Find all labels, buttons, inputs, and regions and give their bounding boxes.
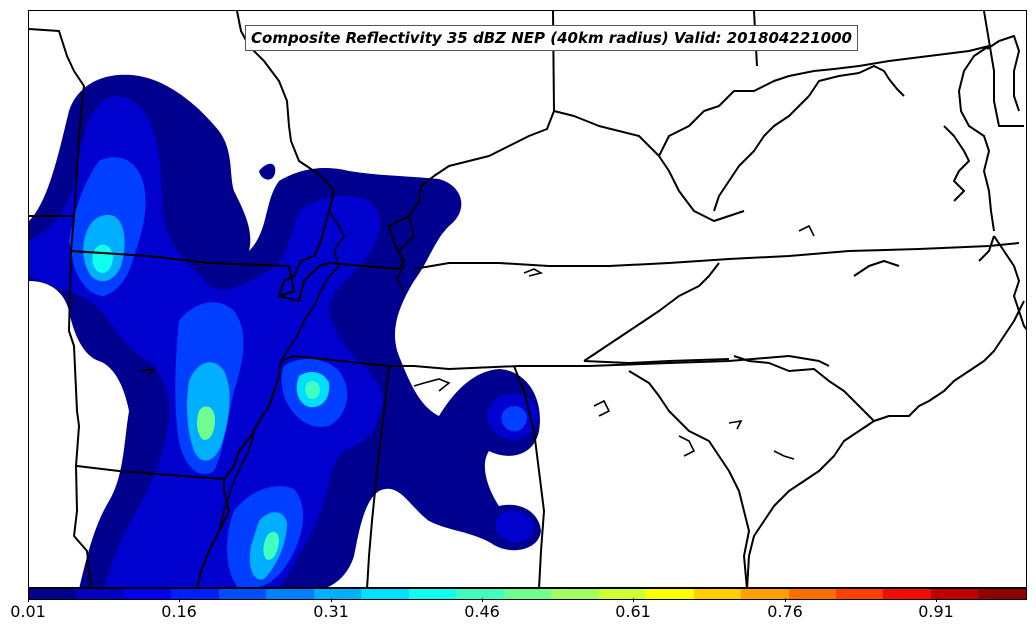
colorbar-segment [218,589,267,599]
map-title: Composite Reflectivity 35 dBZ NEP (40km … [245,25,858,51]
probability-shading [29,74,541,587]
colorbar-segment [741,589,789,599]
colorbar-segment [503,589,552,599]
colorbar-segment [883,589,931,599]
probability-map [29,11,1026,587]
colorbar-tick-label: 0.46 [464,602,500,621]
colorbar-tick-mark [936,598,937,602]
map-panel: Composite Reflectivity 35 dBZ NEP (40km … [28,10,1027,588]
colorbar-ticks: 0.01 0.16 0.31 0.46 0.61 0.76 0.91 [0,598,1036,632]
colorbar-segment [76,589,124,599]
colorbar-tick-mark [633,598,634,602]
colorbar-segment [456,589,504,599]
colorbar-segment [693,589,742,599]
colorbar-tick-label: 0.16 [161,602,197,621]
colorbar-tick-label: 0.76 [767,602,803,621]
colorbar-segment [29,589,77,599]
colorbar-segment [408,589,457,599]
river-lines [138,210,815,532]
colorbar-tick-mark [179,598,180,602]
colorbar [28,588,1027,600]
colorbar-tick-label: 0.31 [313,602,349,621]
colorbar-segment [171,589,219,599]
colorbar-segment [313,589,362,599]
colorbar-segment [551,589,599,599]
colorbar-tick-mark [331,598,332,602]
colorbar-segment [123,589,172,599]
colorbar-segment [930,589,979,599]
colorbar-segment [598,589,647,599]
colorbar-tick-mark [482,598,483,602]
colorbar-tick-mark [28,598,29,602]
colorbar-segment [361,589,409,599]
colorbar-tick-label: 0.01 [10,602,46,621]
colorbar-segment [835,589,884,599]
colorbar-segment [978,589,1026,599]
colorbar-tick-label: 0.91 [918,602,954,621]
colorbar-segment [788,589,836,599]
colorbar-tick-mark [785,598,786,602]
colorbar-segment [266,589,314,599]
colorbar-segment [646,589,694,599]
colorbar-tick-label: 0.61 [615,602,651,621]
